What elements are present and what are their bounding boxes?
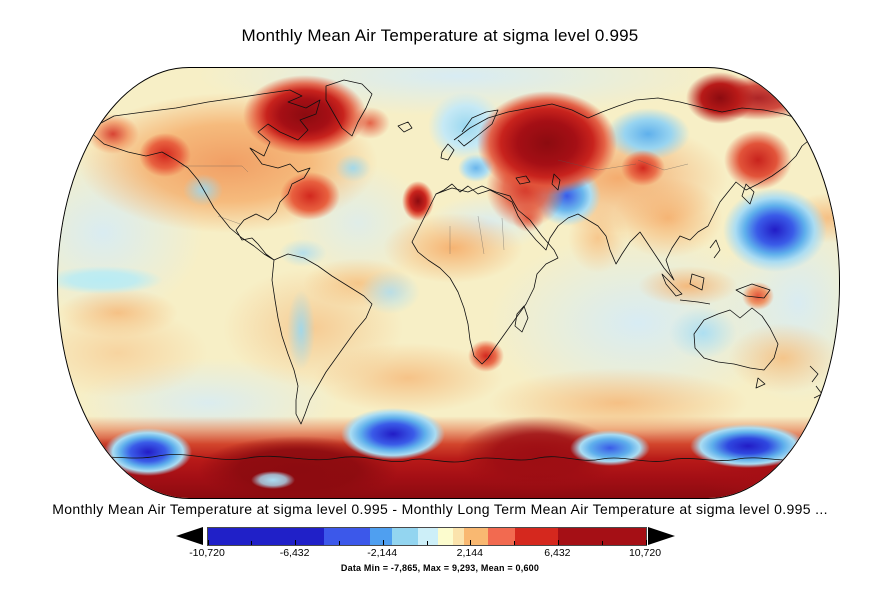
- colorbar-minor-tick: [426, 541, 428, 545]
- colorbar-underflow-arrow-icon: [176, 527, 203, 545]
- coast-uk: [440, 143, 455, 161]
- colorbar-segment: [324, 528, 371, 545]
- coast-south-america: [271, 253, 373, 425]
- coast-iceland: [397, 121, 413, 133]
- difference-subtitle: Monthly Mean Air Temperature at sigma le…: [52, 501, 828, 517]
- border-us-canada: [181, 165, 249, 173]
- colorbar-minor-tick: [338, 541, 340, 545]
- colorbar-segment: [208, 528, 325, 545]
- colorbar-tick-label: 10,720: [628, 547, 662, 559]
- colorbar-segment: [437, 528, 454, 545]
- coast-australia: [693, 307, 779, 371]
- colorbar-segment: [453, 528, 465, 545]
- colorbar-major-tick: [382, 540, 384, 545]
- colorbar-segment: [514, 528, 559, 545]
- colorbar-segment: [464, 528, 489, 545]
- coast-madagascar: [514, 305, 529, 333]
- colorbar-tick-label: 6,432: [544, 547, 571, 559]
- colorbar-segment: [558, 528, 646, 545]
- colorbar-tick-label: -2,144: [367, 547, 398, 559]
- colorbar-major-tick: [470, 540, 472, 545]
- coast-antarctica: [59, 454, 837, 463]
- colorbar-segment: [370, 528, 392, 545]
- border-us-mexico: [217, 215, 241, 225]
- coast-sumatra: [661, 273, 683, 297]
- colorbar-segment: [418, 528, 438, 545]
- coast-eurasia: [435, 97, 821, 281]
- colorbar-major-tick: [557, 540, 559, 545]
- colorbar-major-tick: [645, 540, 647, 545]
- coast-borneo: [689, 273, 705, 291]
- coast-japan: [741, 183, 755, 205]
- coast-java: [679, 299, 711, 305]
- world-map: [57, 67, 840, 499]
- coast-scandinavia: [457, 109, 499, 147]
- colorbar-segment: [391, 528, 419, 545]
- colorbar-segment: [488, 528, 515, 545]
- coast-new-guinea: [735, 283, 771, 299]
- coast-philippines: [709, 239, 721, 259]
- coast-north-america: [87, 89, 321, 261]
- border-russia-kazakhstan: [557, 159, 637, 171]
- colorbar-major-tick: [207, 540, 209, 545]
- colorbar-minor-tick: [251, 541, 253, 545]
- colorbar-minor-tick: [601, 541, 603, 545]
- data-stats: Data Min = -7,865, Max = 9,293, Mean = 0…: [340, 563, 540, 573]
- coast-africa: [411, 185, 559, 365]
- coast-tasmania: [755, 377, 766, 389]
- colorbar-tick-label: 2,144: [456, 547, 483, 559]
- coast-greenland: [325, 79, 373, 137]
- colorbar-minor-tick: [514, 541, 516, 545]
- border-china-mongolia: [637, 159, 689, 171]
- coast-caspian-sea: [551, 173, 561, 191]
- border-sahara: [449, 215, 505, 255]
- coastlines: [59, 79, 837, 463]
- colorbar-tick-label: -10,720: [189, 547, 225, 559]
- coast-black-sea: [515, 175, 531, 185]
- colorbar-gradient: [207, 527, 647, 546]
- page-title: Monthly Mean Air Temperature at sigma le…: [241, 26, 639, 45]
- colorbar-tick-label: -6,432: [279, 547, 310, 559]
- coast-new-zealand: [809, 365, 823, 399]
- colorbar-overflow-arrow-icon: [648, 527, 675, 545]
- colorbar-major-tick: [295, 540, 297, 545]
- anomaly-field: [58, 68, 839, 498]
